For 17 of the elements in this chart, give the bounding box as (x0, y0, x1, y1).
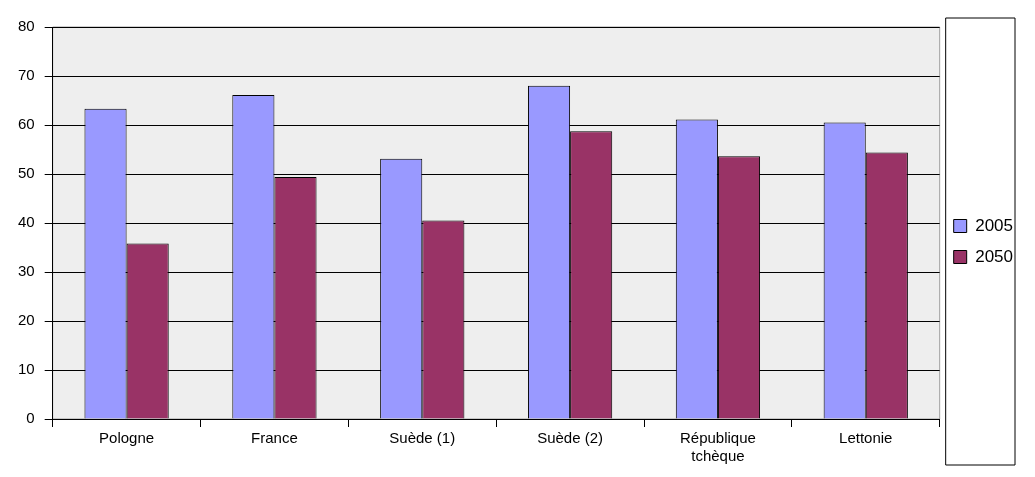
y-tick-label: 60 (18, 115, 35, 133)
y-tick-label: 80 (18, 17, 35, 35)
x-tick-label: Suède (2) (537, 429, 604, 447)
y-tick-label: 40 (18, 213, 35, 231)
x-tick-label: Lettonie (839, 429, 893, 447)
legend-label: 2050 (975, 246, 1014, 266)
x-tick-label: France (251, 429, 298, 447)
x-tick-label: Pologne (99, 429, 155, 447)
x-tick-label: République tchèque (679, 429, 756, 465)
y-tick-label: 20 (18, 311, 35, 329)
y-tick-label: 70 (18, 66, 35, 84)
x-tick-label: Suède (1) (389, 429, 456, 447)
y-tick-label: 30 (18, 262, 35, 280)
legend-label: 2005 (975, 215, 1014, 235)
y-tick-label: 50 (18, 164, 35, 182)
y-tick-label: 10 (18, 360, 35, 378)
y-tick-label: 0 (26, 409, 35, 427)
